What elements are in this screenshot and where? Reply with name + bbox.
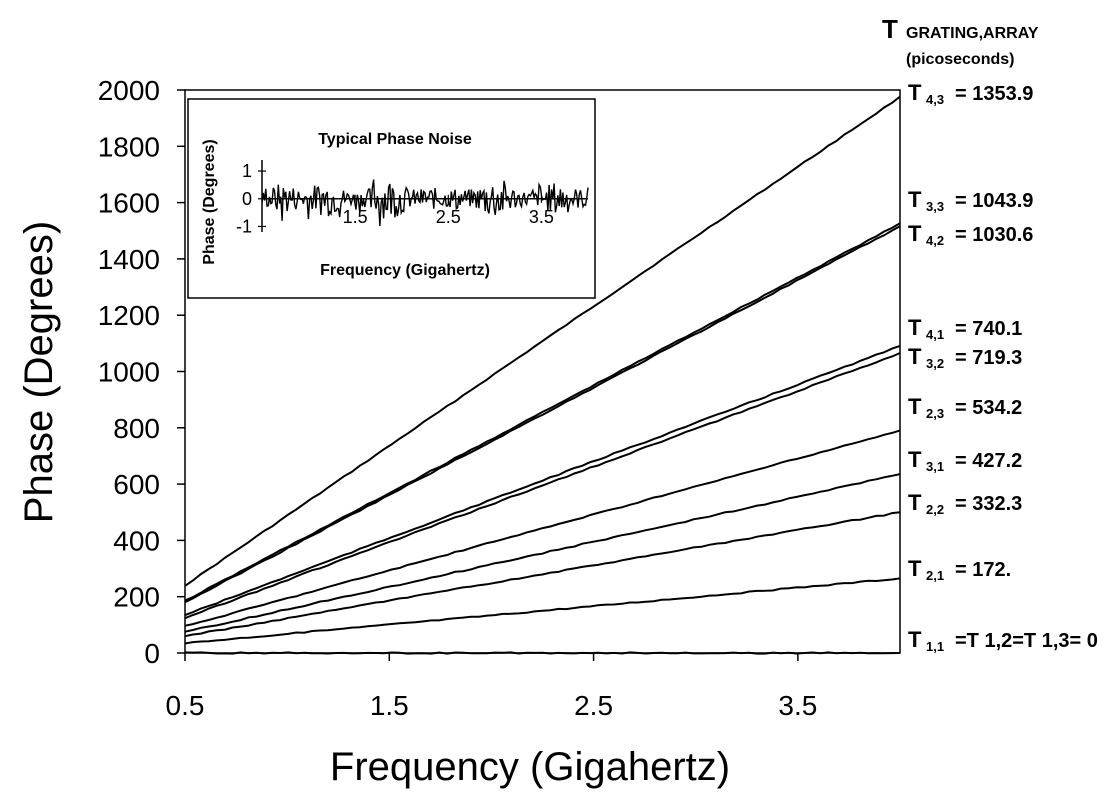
series-line <box>184 95 901 587</box>
inset-x-title: Frequency (Gigahertz) <box>320 262 490 279</box>
legend-header-sub: GRATING,ARRAY <box>906 25 1039 42</box>
y-tick-label: 1600 <box>98 188 160 219</box>
series-label-main: T <box>908 447 922 472</box>
series-label-value: = 740.1 <box>955 318 1022 340</box>
series-label: T 2,2 = 332.3 <box>908 490 1022 517</box>
series-label-sub: 4,2 <box>926 233 944 248</box>
x-axis-title: Frequency (Gigahertz) <box>330 745 730 789</box>
series-label-sub: 3,2 <box>926 356 944 371</box>
series-label-main: T <box>908 80 922 105</box>
series-label-value: = 534.2 <box>955 397 1022 419</box>
series-line <box>184 473 901 633</box>
series-label-main: T <box>908 315 922 340</box>
x-tick-label: 3.5 <box>778 690 817 721</box>
series-label: T 3,2 = 719.3 <box>908 344 1022 371</box>
inset-y-tick-label: -1 <box>236 216 252 236</box>
inset-y-title: Phase (Degrees) <box>201 139 218 264</box>
y-axis-title: Phase (Degrees) <box>17 221 61 523</box>
series-label-main: T <box>908 344 922 369</box>
inset-x-tick-label: 1.5 <box>343 207 368 227</box>
series-label-main: T <box>908 556 922 581</box>
series-label-sub: 4,3 <box>926 92 944 107</box>
series-label-value: = 332.3 <box>955 493 1022 515</box>
inset-y-tick-label: 1 <box>242 161 252 181</box>
y-tick-label: 200 <box>113 582 160 613</box>
series-label-value: = 719.3 <box>955 347 1022 369</box>
series-label-sub: 3,1 <box>926 459 944 474</box>
y-tick-label: 1000 <box>98 357 160 388</box>
series-line <box>184 651 901 655</box>
series-label: T 2,1 = 172. <box>908 556 1011 583</box>
series-label-main: T <box>908 394 922 419</box>
inset-x-tick-label: 2.5 <box>436 207 461 227</box>
series-label-value: = 1353.9 <box>955 83 1033 105</box>
x-tick-label: 1.5 <box>370 690 409 721</box>
series-line <box>184 352 901 620</box>
series-line <box>184 511 901 638</box>
series-label-main: T <box>908 627 922 652</box>
series-label-value: =T 1,2=T 1,3= 0 <box>955 630 1098 652</box>
series-label-value: = 1030.6 <box>955 224 1033 246</box>
series-label-sub: 2,1 <box>926 568 944 583</box>
series-label-sub: 2,2 <box>926 502 944 517</box>
x-tick-label: 0.5 <box>166 690 205 721</box>
inset-title: Typical Phase Noise <box>318 131 472 148</box>
series-label-value: = 1043.9 <box>955 190 1033 212</box>
series-label: T 1,1 =T 1,2=T 1,3= 0 <box>908 627 1098 654</box>
series-line <box>184 225 901 604</box>
axes: 0 200 400 600 800 1000 1200 1400 1600 1800 2000 0.5… <box>98 75 901 721</box>
y-tick-label: 400 <box>113 525 160 556</box>
inset-y-tick-label: 0 <box>242 189 252 209</box>
series-label-sub: 4,1 <box>926 327 944 342</box>
series-labels: T 4,3 = 1353.9 T 3,3 = 1043.9 T 4,2 = 1030.6 T 4,1… <box>908 80 1098 654</box>
series-label-main: T <box>908 490 922 515</box>
inset-noise-line <box>261 179 589 227</box>
y-tick-label: 1200 <box>98 300 160 331</box>
legend-header-unit: (picoseconds) <box>906 51 1014 68</box>
series-label-main: T <box>908 221 922 246</box>
inset-x-tick-label: 3.5 <box>529 207 554 227</box>
series-label: T 4,2 = 1030.6 <box>908 221 1033 248</box>
series-lines <box>184 95 901 655</box>
inset-chart: Typical Phase Noise Frequency (Gigahertz)… <box>187 98 596 299</box>
series-label: T 3,3 = 1043.9 <box>908 187 1033 214</box>
y-tick-label: 1800 <box>98 131 160 162</box>
series-label-value: = 172. <box>955 559 1011 581</box>
legend-header-main: T <box>882 14 898 44</box>
series-label: T 2,3 = 534.2 <box>908 394 1022 421</box>
series-label-main: T <box>908 187 922 212</box>
series-label-sub: 1,1 <box>926 639 944 654</box>
y-tick-label: 1400 <box>98 244 160 275</box>
series-label: T 3,1 = 427.2 <box>908 447 1022 474</box>
y-tick-label: 800 <box>113 413 160 444</box>
series-line <box>184 344 901 617</box>
x-tick-label: 2.5 <box>574 690 613 721</box>
series-label-sub: 2,3 <box>926 406 944 421</box>
series-line <box>184 577 901 645</box>
series-label: T 4,3 = 1353.9 <box>908 80 1033 107</box>
y-tick-label: 2000 <box>98 75 160 106</box>
series-label-sub: 3,3 <box>926 199 944 214</box>
series-label-value: = 427.2 <box>955 450 1022 472</box>
y-tick-label: 0 <box>144 638 160 669</box>
series-line <box>184 429 901 627</box>
legend-header: T GRATING,ARRAY (picoseconds) <box>882 14 1039 68</box>
series-label: T 4,1 = 740.1 <box>908 315 1022 342</box>
y-tick-label: 600 <box>113 469 160 500</box>
